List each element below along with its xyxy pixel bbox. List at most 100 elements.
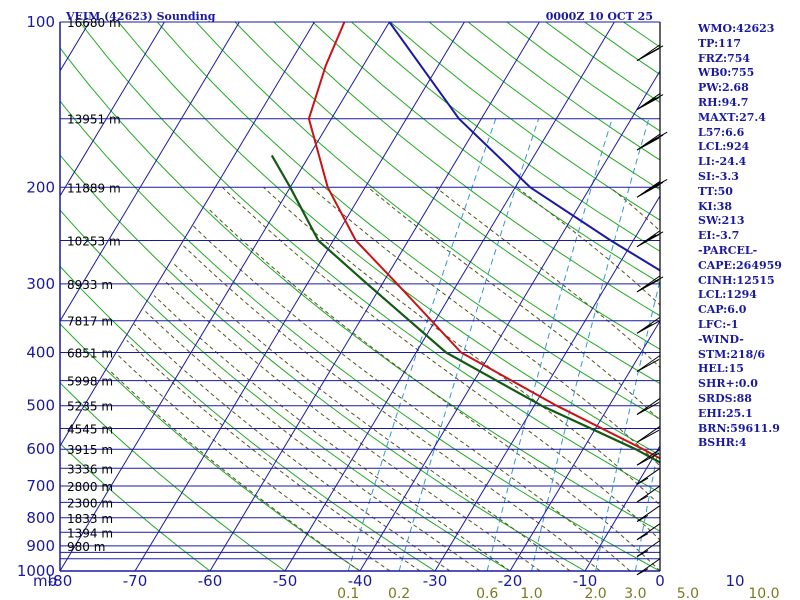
pressure-tick-label: 300 <box>26 275 55 293</box>
mixing-ratio-label: 1.0 <box>520 586 542 600</box>
barb-flag <box>636 429 660 443</box>
pressure-tick-label: 400 <box>26 344 55 362</box>
wind-barb <box>636 523 661 541</box>
temperature-profile <box>307 22 660 460</box>
height-label: 5998 m <box>67 375 113 389</box>
pressure-tick-label: 700 <box>26 477 55 495</box>
moist-adiabat <box>163 279 541 571</box>
moist-adiabat <box>143 309 481 571</box>
temperature-tick-label: -30 <box>423 572 448 590</box>
stat-item: STM:218/6 <box>698 347 765 361</box>
stat-item: KI:38 <box>698 199 733 213</box>
wind-barb <box>636 44 664 62</box>
height-label: 16680 m <box>67 16 121 30</box>
isotherm <box>60 22 390 571</box>
stat-item: -PARCEL- <box>698 243 758 257</box>
moist-adiabat <box>182 244 601 571</box>
barb-flag <box>636 320 660 334</box>
stat-item: LFC:-1 <box>698 317 739 331</box>
stat-item: SHR+:0.0 <box>698 377 758 391</box>
barb-staff <box>636 485 661 503</box>
isotherm <box>584 445 660 571</box>
barb-flag <box>640 134 664 148</box>
temperature-tick-label: -60 <box>198 572 223 590</box>
height-label: 980 m <box>67 540 105 554</box>
stat-item: EHI:25.1 <box>698 406 753 420</box>
wind-barb <box>636 558 661 576</box>
barb-flag <box>640 231 664 245</box>
stat-item: EI:-3.7 <box>698 229 740 243</box>
height-label: 1394 m <box>67 526 113 540</box>
pressure-unit-label: mb <box>33 572 57 590</box>
moist-adiabat <box>367 186 660 422</box>
pressure-tick-label: 200 <box>26 178 55 196</box>
wind-barb <box>636 467 661 485</box>
height-label: 3915 m <box>67 443 113 457</box>
stat-item: LI:-24.4 <box>698 155 747 169</box>
moist-adiabat <box>172 262 571 571</box>
barb-staff <box>636 275 661 293</box>
barb-flag <box>636 97 660 111</box>
plot-grid <box>60 22 660 571</box>
stat-item: HEL:15 <box>698 362 744 376</box>
stat-item: LCL:1294 <box>698 288 757 302</box>
wind-barb <box>636 448 661 466</box>
wind-barb <box>636 505 661 523</box>
mixing-ratio-line <box>486 118 613 571</box>
pressure-tick-label: 1000 <box>17 562 55 580</box>
height-label: 5235 m <box>67 400 113 414</box>
barb-flag <box>640 276 664 290</box>
height-label: 1833 m <box>67 512 113 526</box>
temperature-tick-label: -80 <box>48 572 73 590</box>
barb-flag <box>649 182 661 190</box>
wind-barb <box>636 540 661 557</box>
chart-title: VEIM (42623) Sounding <box>65 10 216 23</box>
isotherm <box>134 22 465 571</box>
temperature-tick-label: -70 <box>123 572 148 590</box>
isotherm <box>509 320 660 571</box>
wind-barb <box>636 178 668 198</box>
pressure-tick-label: 900 <box>26 537 55 555</box>
mixing-ratio-label: 0.6 <box>476 586 498 600</box>
stat-item: CINH:12515 <box>698 273 775 287</box>
mixing-ratio-label: 10.0 <box>748 586 779 600</box>
stat-item: -WIND- <box>698 332 744 346</box>
barb-flag <box>636 477 649 485</box>
stat-item: WMO:42623 <box>698 22 775 35</box>
barb-flag <box>644 131 668 145</box>
wind-barb <box>636 275 664 293</box>
barb-flag <box>636 137 660 151</box>
barb-flag <box>644 234 657 242</box>
barb-flag <box>636 401 660 415</box>
mixing-ratio-line <box>531 118 650 571</box>
stat-item: BRN:59611.9 <box>698 421 780 435</box>
isotherm <box>359 70 660 571</box>
barb-flag <box>636 358 660 372</box>
isotherm <box>60 22 165 197</box>
temperature-tick-label: 0 <box>655 572 665 590</box>
mixing-ratio-label: 0.1 <box>337 586 359 600</box>
isotherm <box>60 22 240 322</box>
wind-barb <box>636 398 661 415</box>
moist-adiabat <box>192 225 631 571</box>
height-label: 2800 m <box>67 480 113 494</box>
stat-item: BSHR:4 <box>698 436 747 450</box>
barb-staff <box>636 398 661 415</box>
barb-flag <box>636 533 649 541</box>
height-label: 6851 m <box>67 347 113 361</box>
moist-adiabat <box>133 323 451 571</box>
moist-adiabat <box>108 369 361 571</box>
pressure-tick-label: 800 <box>26 509 55 527</box>
wind-barbs <box>636 44 668 576</box>
isotherm <box>434 195 660 571</box>
barb-flag <box>640 45 664 59</box>
height-label: 8933 m <box>67 278 113 292</box>
barb-flag <box>640 94 664 108</box>
wind-barb <box>636 355 661 372</box>
pressure-tick-label: 600 <box>26 440 55 458</box>
chart-datetime: 0000Z 10 OCT 25 <box>546 10 653 23</box>
parcel-profile <box>388 22 660 272</box>
height-label: 7817 m <box>67 315 113 329</box>
stat-item: WB0:755 <box>698 66 755 80</box>
pressure-tick-label: 500 <box>26 397 55 415</box>
